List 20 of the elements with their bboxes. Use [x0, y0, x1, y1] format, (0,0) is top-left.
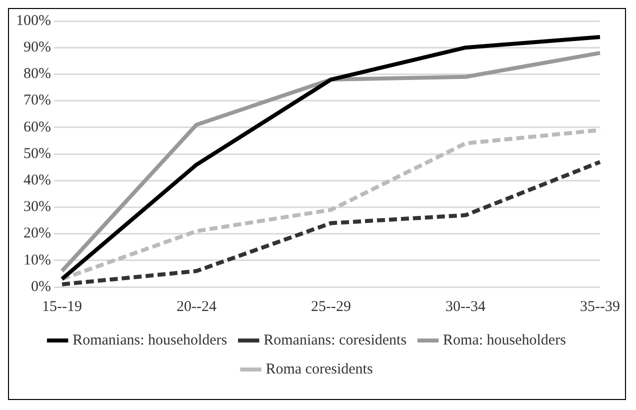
y-tick-label: 70%	[23, 92, 51, 109]
y-tick-label: 80%	[23, 66, 51, 82]
y-tick-label: 20%	[23, 226, 51, 242]
x-tick-label: 15--19	[42, 298, 82, 315]
legend-label: Romanians: coresidents	[264, 332, 407, 348]
y-tick-label: 40%	[23, 172, 51, 189]
y-tick-label: 90%	[23, 40, 51, 56]
legend-label: Romanians: householders	[72, 332, 228, 348]
y-tick-label: 0%	[30, 278, 51, 295]
legend-label: Roma: householders	[443, 332, 566, 348]
y-tick-label: 30%	[23, 199, 51, 216]
x-tick-label: 35--39	[580, 298, 620, 315]
y-tick-label: 60%	[23, 119, 51, 136]
x-tick-label: 20--24	[176, 298, 217, 315]
x-tick-label: 30--34	[446, 298, 486, 315]
y-tick-label: 10%	[23, 252, 51, 268]
y-tick-label: 100%	[16, 12, 51, 29]
x-tick-label: 25--29	[311, 298, 351, 315]
legend-label: Roma coresidents	[266, 361, 373, 378]
y-tick-label: 50%	[23, 146, 51, 162]
